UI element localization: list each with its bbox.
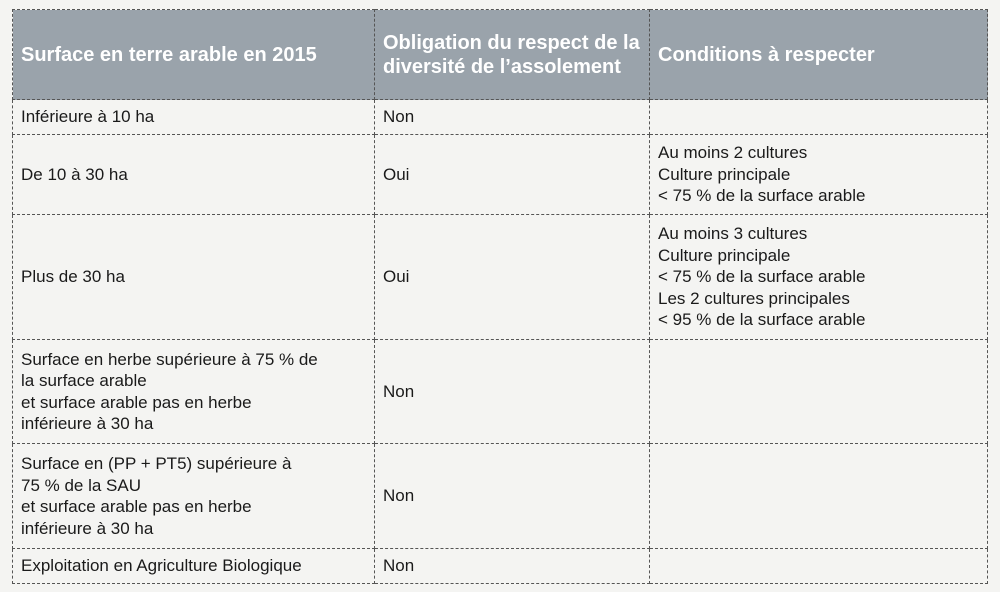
surface-cell: De 10 à 30 ha — [12, 134, 375, 215]
condition-line: < 75 % de la surface arable — [658, 186, 866, 206]
obligation-cell: Non — [374, 99, 650, 135]
conditions-cell — [649, 99, 988, 135]
condition-line: < 95 % de la surface arable — [658, 310, 866, 330]
condition-line: Culture principale — [658, 245, 791, 265]
surface-cell: Surface en (PP + PT5) supérieure à 75 % … — [12, 443, 375, 549]
surface-cell: Plus de 30 ha — [12, 214, 375, 340]
obligation-cell: Non — [374, 339, 650, 444]
conditions-cell — [649, 339, 988, 444]
condition-line: Au moins 2 cultures — [658, 143, 808, 163]
table-row: De 10 à 30 ha Oui Au moins 2 cultures Cu… — [12, 134, 988, 215]
conditions-cell — [649, 548, 988, 584]
surface-cell: Inférieure à 10 ha — [12, 99, 375, 135]
table-row: Inférieure à 10 ha Non — [12, 99, 988, 135]
condition-line: Au moins 3 cultures — [658, 224, 808, 244]
diversity-requirements-table: Surface en terre arable en 2015 Obligati… — [12, 9, 988, 584]
surface-line: Surface en (PP + PT5) supérieure à — [21, 454, 292, 473]
condition-line: < 75 % de la surface arable — [658, 267, 866, 287]
surface-line: Plus de 30 ha — [21, 267, 125, 287]
surface-line: 75 % de la SAU — [21, 475, 142, 495]
surface-line: inférieure à 30 ha — [21, 414, 154, 433]
surface-cell: Exploitation en Agriculture Biologique — [12, 548, 375, 584]
surface-line: Surface en herbe supérieure à 75 % de — [21, 349, 318, 369]
surface-line: et surface arable pas en herbe — [21, 392, 252, 412]
obligation-cell: Oui — [374, 134, 650, 215]
obligation-cell: Oui — [374, 214, 650, 340]
conditions-cell: Au moins 2 cultures Culture principale <… — [649, 134, 988, 215]
table-row: Plus de 30 ha Oui Au moins 3 cultures Cu… — [12, 214, 988, 340]
surface-line: Exploitation en Agriculture Biologique — [21, 556, 302, 576]
table-row: Exploitation en Agriculture Biologique N… — [12, 548, 988, 584]
header-row: Surface en terre arable en 2015 Obligati… — [12, 9, 988, 100]
surface-cell: Surface en herbe supérieure à 75 % de la… — [12, 339, 375, 444]
header-surface: Surface en terre arable en 2015 — [12, 9, 375, 100]
surface-line: Inférieure à 10 ha — [21, 107, 155, 127]
condition-line: Culture principale — [658, 164, 791, 184]
header-conditions: Conditions à respecter — [649, 9, 988, 100]
obligation-cell: Non — [374, 443, 650, 549]
table-row: Surface en herbe supérieure à 75 % de la… — [12, 339, 988, 444]
surface-line: et surface arable pas en herbe — [21, 497, 252, 516]
surface-line: la surface arable — [21, 371, 147, 390]
obligation-cell: Non — [374, 548, 650, 584]
conditions-cell: Au moins 3 cultures Culture principale <… — [649, 214, 988, 340]
conditions-cell — [649, 443, 988, 549]
condition-line: Les 2 cultures principales — [658, 288, 850, 308]
header-obligation: Obligation du respect de la diversité de… — [374, 9, 650, 100]
surface-line: inférieure à 30 ha — [21, 518, 154, 538]
table-row: Surface en (PP + PT5) supérieure à 75 % … — [12, 443, 988, 549]
surface-line: De 10 à 30 ha — [21, 164, 128, 184]
